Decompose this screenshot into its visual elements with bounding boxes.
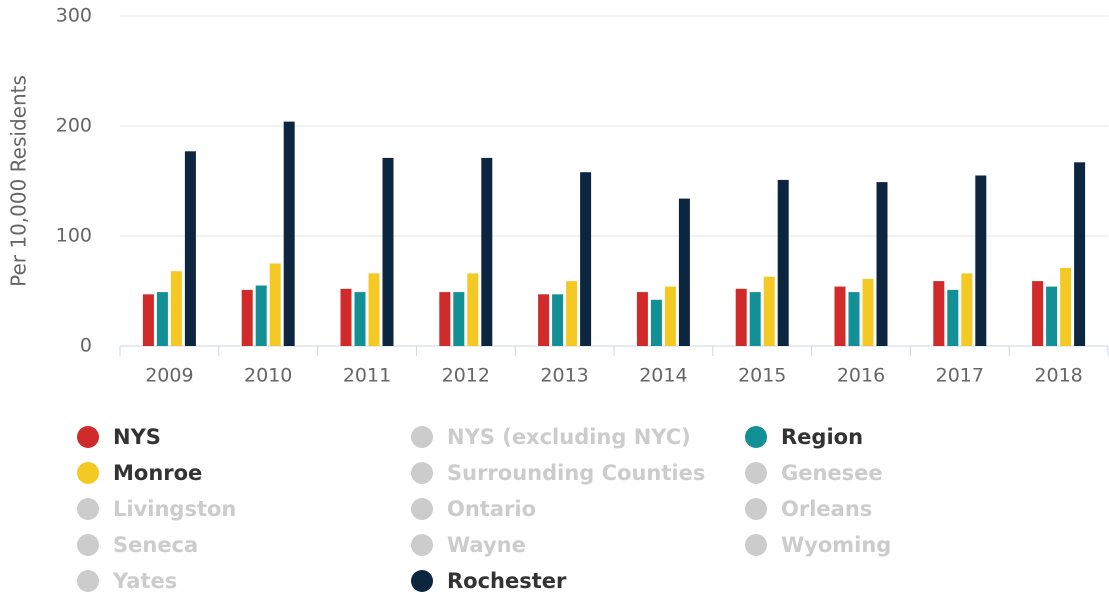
y-tick-label: 300 [56,5,92,27]
legend-marker[interactable] [77,426,99,448]
y-tick-label: 200 [56,115,92,137]
legend-label[interactable]: Ontario [447,497,536,521]
bar [184,151,196,346]
legend-label[interactable]: Monroe [113,461,202,485]
bar [848,292,860,346]
legend-label[interactable]: Livingston [113,497,236,521]
bar [283,121,295,346]
y-tick-label: 100 [56,225,92,247]
bar [453,292,465,346]
x-tick-label: 2009 [145,365,193,387]
bar [467,273,479,346]
legend-label[interactable]: Rochester [447,569,567,593]
bar [368,273,380,346]
x-tick-label: 2011 [343,365,391,387]
bar [876,182,888,346]
bar [552,294,564,346]
legend-marker[interactable] [77,498,99,520]
x-tick-label: 2017 [936,365,984,387]
legend-label[interactable]: Surrounding Counties [447,461,705,485]
bar [340,288,352,346]
bar [933,281,945,346]
legend-marker[interactable] [77,534,99,556]
bar [650,299,662,346]
x-tick-label: 2013 [540,365,588,387]
bar [961,273,973,346]
legend-marker[interactable] [745,462,767,484]
legend-label[interactable]: NYS (excluding NYC) [447,425,691,449]
bar [763,276,775,346]
x-tick-label: 2014 [639,365,687,387]
bar [1032,281,1044,346]
x-tick-label: 2010 [244,365,292,387]
legend-label[interactable]: NYS [113,425,161,449]
bar [636,292,648,346]
bar [1074,162,1086,346]
legend-marker[interactable] [411,498,433,520]
bar [862,278,874,346]
legend-marker[interactable] [411,534,433,556]
legend-marker[interactable] [745,426,767,448]
legend-label[interactable]: Yates [112,569,177,593]
y-tick-label: 0 [80,335,92,357]
bar [1060,267,1072,346]
legend-label[interactable]: Seneca [113,533,198,557]
x-tick-label: 2015 [738,365,786,387]
legend-marker[interactable] [745,498,767,520]
bar [255,285,267,346]
x-tick-label: 2016 [837,365,885,387]
x-tick-label: 2018 [1034,365,1082,387]
bar [947,289,959,346]
legend-label[interactable]: Wyoming [781,533,891,557]
bar [975,175,987,346]
bar [834,286,846,346]
bar [678,198,690,346]
legend-marker[interactable] [745,534,767,556]
bar [1046,286,1058,346]
bar [241,289,253,346]
bar [269,263,281,346]
bar [664,286,676,346]
legend-label[interactable]: Region [781,425,863,449]
bar [354,292,366,346]
legend-marker[interactable] [411,570,433,592]
bar [439,292,451,346]
legend-marker[interactable] [77,462,99,484]
bar [156,292,168,346]
bar [749,292,761,346]
bar [538,294,550,346]
bar [481,157,493,346]
bar [580,172,592,346]
bar [777,179,789,346]
legend-label[interactable]: Genesee [781,461,883,485]
y-axis-label: Per 10,000 Residents [7,75,31,287]
legend-label[interactable]: Wayne [447,533,526,557]
legend-marker[interactable] [411,426,433,448]
bar [170,271,182,346]
legend-marker[interactable] [77,570,99,592]
legend-label[interactable]: Orleans [781,497,872,521]
bar [735,288,747,346]
legend-marker[interactable] [411,462,433,484]
bar [566,281,578,346]
bar [382,157,394,346]
x-tick-label: 2012 [442,365,490,387]
bar [142,294,154,346]
